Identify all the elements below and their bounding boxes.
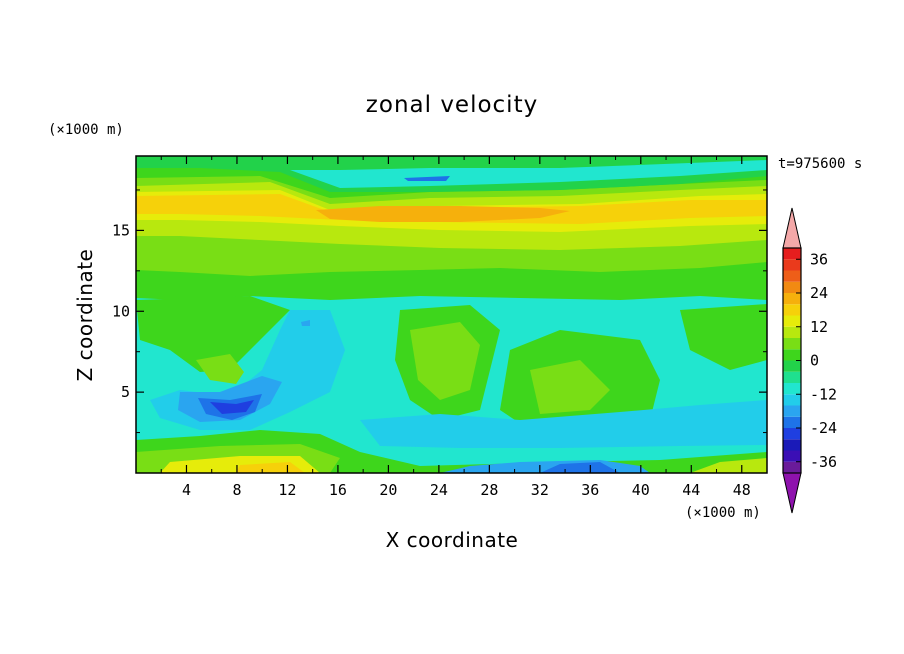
contour-lower-cyan	[360, 400, 767, 448]
x-tick-label: 24	[430, 481, 448, 499]
colorbar: 36 24 12 0 -12 -24 -36	[782, 207, 837, 514]
z-axis-ticks: 5 10 15	[112, 189, 767, 434]
x-tick-label: 8	[232, 481, 241, 499]
contour-plume-core	[210, 400, 254, 414]
chart-title: zonal velocity	[366, 92, 538, 118]
contour-bottom-deepblue	[540, 462, 620, 473]
contour-mid-green-left	[136, 296, 290, 372]
colorbar-segment	[783, 383, 801, 395]
z-tick-label: 10	[112, 302, 130, 320]
x-tick-label: 32	[531, 481, 549, 499]
contour-small-spot	[301, 320, 310, 326]
colorbar-tick-label: -12	[810, 385, 837, 403]
colorbar-tick-label: 24	[810, 284, 828, 302]
colorbar-segment	[783, 338, 801, 350]
colorbar-segment	[783, 371, 801, 383]
x-tick-label: 16	[329, 481, 347, 499]
colorbar-tick-label: 36	[810, 250, 828, 268]
colorbar-tick-label: 0	[810, 352, 819, 370]
colorbar-segment	[783, 270, 801, 282]
x-tick-label: 20	[379, 481, 397, 499]
colorbar-segment	[783, 450, 801, 462]
contour-core-orange	[316, 206, 570, 222]
x-axis-label: X coordinate	[386, 528, 519, 552]
z-axis-label: Z coordinate	[73, 249, 97, 382]
colorbar-segment	[783, 439, 801, 451]
x-unit-label: (×1000 m)	[685, 505, 761, 521]
colorbar-segment	[783, 293, 801, 305]
x-tick-label: 36	[581, 481, 599, 499]
colorbar-extend-low	[782, 472, 802, 514]
contour-bottom-right-yellow	[690, 458, 767, 473]
colorbar-segment	[783, 281, 801, 293]
z-tick-label: 15	[112, 221, 130, 239]
contour-plume-blue	[178, 376, 282, 422]
x-axis-ticks: 4 8 12 16 20 24 28 32 36 40 44 48	[160, 156, 751, 499]
x-tick-label: 40	[632, 481, 650, 499]
contour-top-blue-spot	[404, 176, 450, 181]
x-tick-label: 28	[480, 481, 498, 499]
colorbar-extend-high	[782, 207, 802, 249]
colorbar-segment	[783, 259, 801, 271]
colorbar-segment	[783, 394, 801, 406]
colorbar-segment	[783, 248, 801, 260]
colorbar-segment	[783, 360, 801, 372]
x-tick-label: 44	[682, 481, 700, 499]
colorbar-tick-label: 12	[810, 318, 828, 336]
colorbar-segment	[783, 304, 801, 316]
colorbar-segment	[783, 349, 801, 361]
x-tick-label: 48	[733, 481, 751, 499]
colorbar-segment	[783, 416, 801, 428]
x-tick-label: 4	[182, 481, 191, 499]
z-tick-label: 5	[121, 383, 130, 401]
time-label: t=975600 s	[778, 156, 862, 172]
colorbar-segment	[783, 461, 801, 473]
colorbar-segment	[783, 405, 801, 417]
colorbar-tick-label: -36	[810, 453, 837, 471]
colorbar-segment	[783, 315, 801, 327]
z-unit-label: (×1000 m)	[48, 122, 124, 138]
contour-mid-light-right	[530, 360, 610, 414]
colorbar-segment	[783, 326, 801, 338]
contour-mid-green-far-right	[680, 304, 767, 370]
contour-mid-light-left	[196, 354, 244, 384]
contour-field	[136, 156, 767, 473]
colorbar-segment	[783, 428, 801, 440]
plot-frame	[135, 155, 768, 474]
colorbar-tick-label: -24	[810, 419, 837, 437]
contour-mid-light-center	[410, 322, 480, 400]
x-tick-label: 12	[278, 481, 296, 499]
